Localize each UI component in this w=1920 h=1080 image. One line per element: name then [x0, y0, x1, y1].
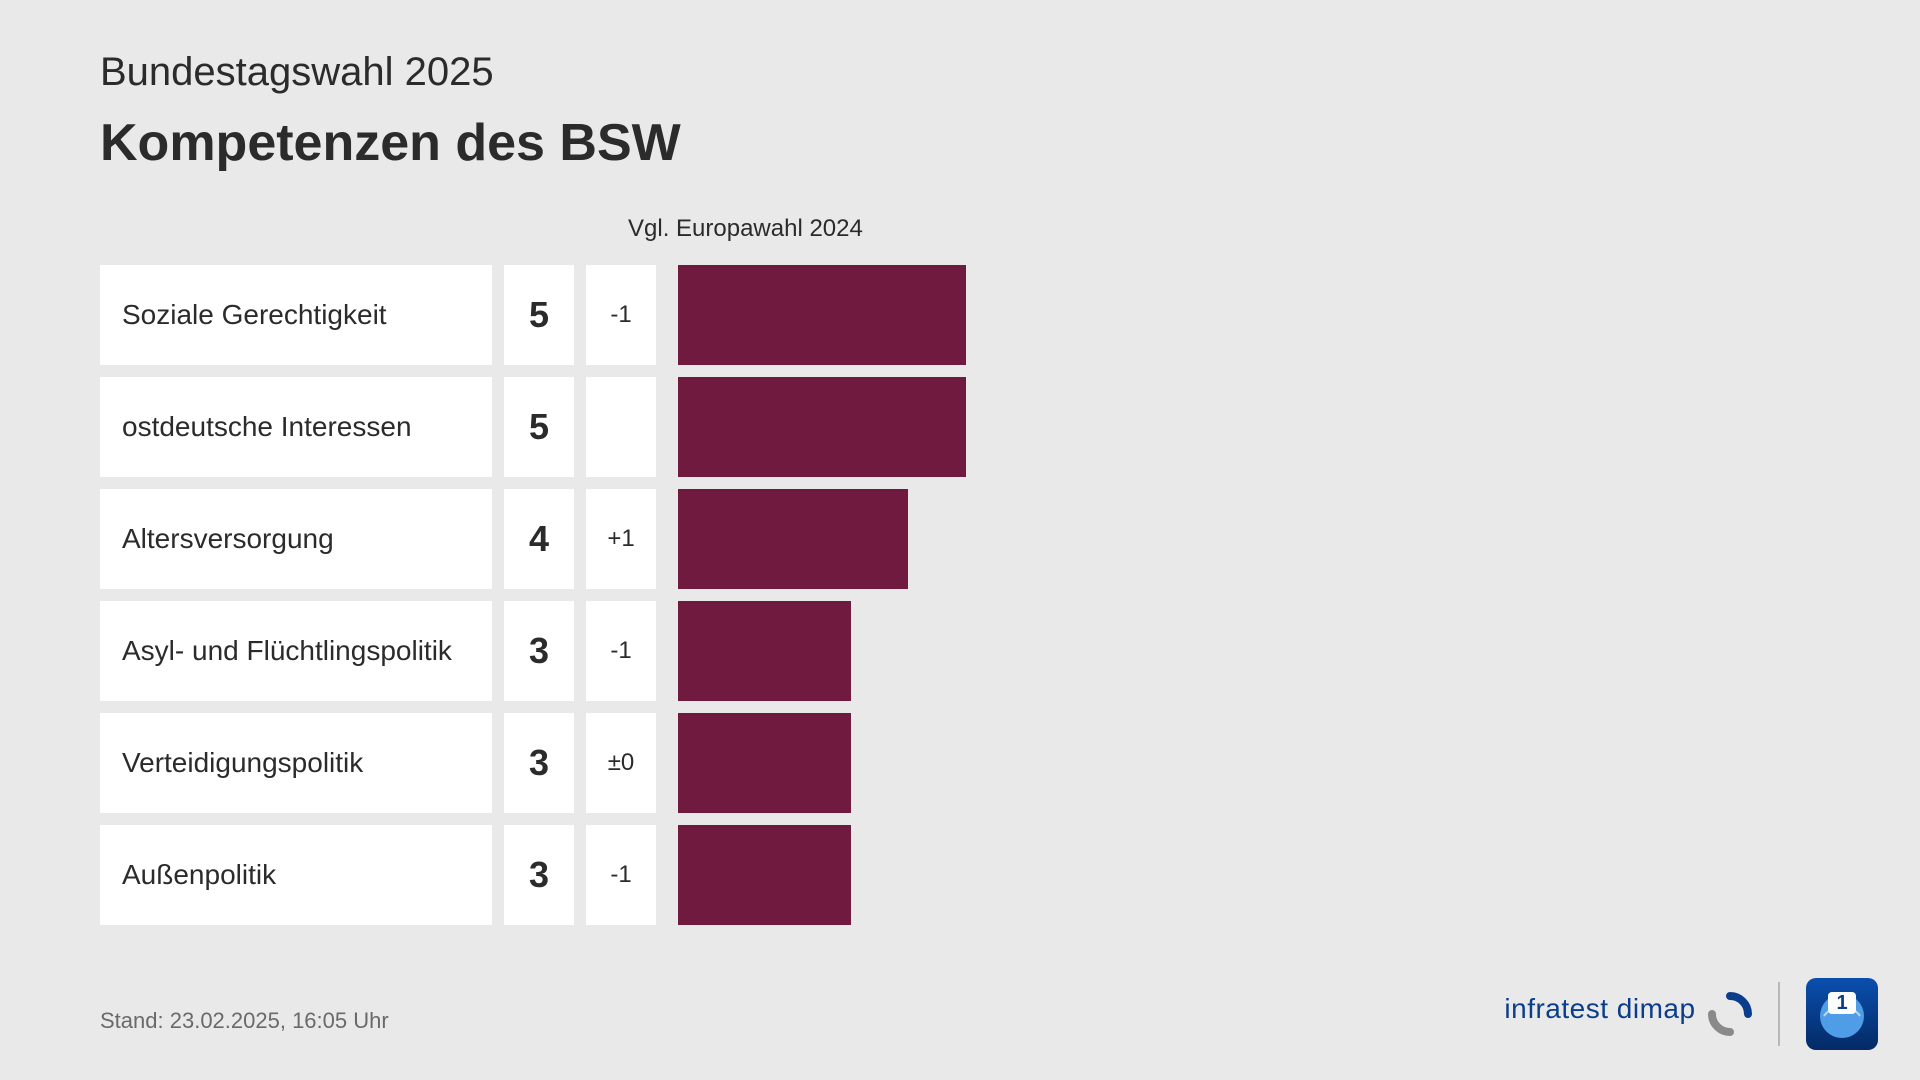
- row-bar-wrap: [678, 265, 1820, 365]
- table-row: Außenpolitik3-1: [100, 825, 1820, 925]
- infratest-swirl-icon: [1708, 992, 1752, 1036]
- chart-title: Kompetenzen des BSW: [100, 113, 1820, 173]
- row-label: Altersversorgung: [100, 489, 492, 589]
- row-delta: -1: [586, 265, 656, 365]
- row-bar-wrap: [678, 377, 1820, 477]
- row-delta: [586, 377, 656, 477]
- row-bar: [678, 265, 966, 365]
- row-label: Soziale Gerechtigkeit: [100, 265, 492, 365]
- row-value: 5: [504, 265, 574, 365]
- row-bar-wrap: [678, 713, 1820, 813]
- brand-separator: [1778, 982, 1780, 1046]
- row-value: 3: [504, 601, 574, 701]
- brand-area: infratest dimap: [1504, 978, 1878, 1050]
- table-row: Verteidigungspolitik3±0: [100, 713, 1820, 813]
- row-delta: -1: [586, 601, 656, 701]
- compare-label: Vgl. Europawahl 2024: [628, 215, 1820, 243]
- row-bar: [678, 825, 851, 925]
- table-row: ostdeutsche Interessen5: [100, 377, 1820, 477]
- ard-logo-icon: 1: [1806, 978, 1878, 1050]
- row-bar: [678, 489, 908, 589]
- row-value: 4: [504, 489, 574, 589]
- row-bar: [678, 601, 851, 701]
- brand-name-wrap: infratest dimap: [1504, 992, 1752, 1036]
- row-value: 5: [504, 377, 574, 477]
- page: Bundestagswahl 2025 Kompetenzen des BSW …: [0, 0, 1920, 1080]
- row-label: Verteidigungspolitik: [100, 713, 492, 813]
- row-delta: +1: [586, 489, 656, 589]
- table-row: Asyl- und Flüchtlingspolitik3-1: [100, 601, 1820, 701]
- chart-rows: Soziale Gerechtigkeit5-1ostdeutsche Inte…: [100, 265, 1820, 925]
- row-value: 3: [504, 825, 574, 925]
- row-bar-wrap: [678, 489, 1820, 589]
- footer: Stand: 23.02.2025, 16:05 Uhr: [100, 1008, 389, 1034]
- row-bar-wrap: [678, 825, 1820, 925]
- row-label: Asyl- und Flüchtlingspolitik: [100, 601, 492, 701]
- row-delta: ±0: [586, 713, 656, 813]
- table-row: Altersversorgung4+1: [100, 489, 1820, 589]
- row-bar-wrap: [678, 601, 1820, 701]
- svg-text:1: 1: [1836, 992, 1847, 1014]
- table-row: Soziale Gerechtigkeit5-1: [100, 265, 1820, 365]
- row-value: 3: [504, 713, 574, 813]
- brand-name: infratest dimap: [1504, 993, 1695, 1024]
- stand-value: 23.02.2025, 16:05 Uhr: [170, 1008, 389, 1033]
- supertitle: Bundestagswahl 2025: [100, 50, 1820, 95]
- row-label: Außenpolitik: [100, 825, 492, 925]
- row-bar: [678, 713, 851, 813]
- stand-label: Stand:: [100, 1008, 164, 1033]
- row-delta: -1: [586, 825, 656, 925]
- row-bar: [678, 377, 966, 477]
- row-label: ostdeutsche Interessen: [100, 377, 492, 477]
